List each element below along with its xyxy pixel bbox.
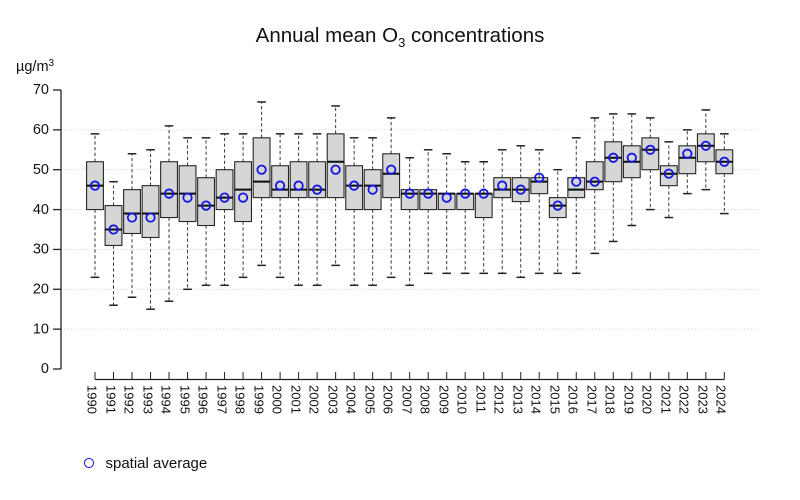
svg-text:0: 0: [41, 361, 49, 377]
svg-text:20: 20: [33, 281, 49, 297]
svg-text:10: 10: [33, 321, 49, 337]
svg-text:60: 60: [33, 122, 49, 138]
svg-text:30: 30: [33, 242, 49, 258]
svg-text:70: 70: [33, 82, 49, 98]
svg-text:40: 40: [33, 202, 49, 218]
svg-text:50: 50: [33, 162, 49, 178]
